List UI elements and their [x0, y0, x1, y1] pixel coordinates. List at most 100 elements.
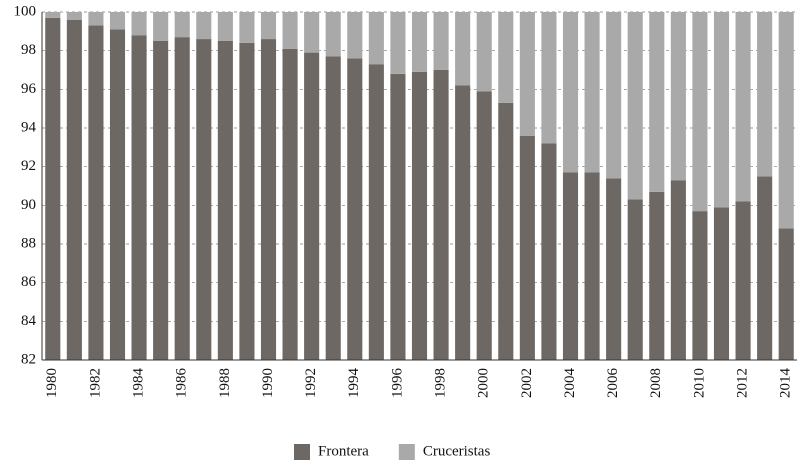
- bar-segment: [713, 207, 730, 360]
- bar-segment: [519, 135, 535, 360]
- bar-segment: [45, 17, 61, 361]
- bar-segment: [88, 12, 104, 26]
- bar-segment: [88, 25, 104, 361]
- y-tick-label: 90: [21, 197, 36, 213]
- bar-segment: [455, 12, 471, 86]
- y-tick-label: 84: [21, 313, 37, 329]
- bar-segment: [541, 143, 557, 360]
- bar-segment: [304, 52, 320, 360]
- bar-segment: [649, 191, 665, 360]
- bar-segment: [260, 12, 277, 40]
- bar-segment: [649, 12, 665, 192]
- legend-swatch: [294, 444, 310, 460]
- bar-segment: [606, 178, 622, 360]
- y-tick-label: 82: [21, 351, 36, 367]
- x-tick-label: 1990: [260, 368, 276, 398]
- bar-segment: [368, 12, 384, 65]
- bar-segment: [66, 19, 82, 360]
- bar-segment: [757, 176, 773, 360]
- x-tick-label: 2006: [605, 368, 621, 399]
- legend-swatch: [398, 444, 415, 460]
- bar-segment: [131, 35, 147, 360]
- bar-segment: [498, 12, 514, 103]
- bar-segment: [174, 37, 190, 361]
- x-tick-label: 2010: [691, 368, 707, 398]
- y-tick-label: 98: [21, 42, 36, 58]
- bar-segment: [476, 91, 492, 361]
- bar-segment: [109, 12, 126, 30]
- x-tick-label: 2012: [735, 368, 751, 398]
- bar-segment: [239, 42, 255, 360]
- bar-segment: [519, 12, 535, 136]
- bar-segment: [390, 73, 406, 360]
- x-tick-label: 1988: [217, 368, 233, 398]
- bar-segment: [217, 12, 233, 41]
- x-tick-label: 1996: [389, 368, 405, 399]
- x-tick-label: 1982: [87, 368, 103, 398]
- x-tick-label: 1992: [303, 368, 319, 398]
- x-tick-label: 2014: [778, 368, 794, 399]
- bar-segment: [217, 41, 233, 360]
- y-tick-label: 96: [21, 81, 37, 97]
- legend-label: Cruceristas: [423, 443, 491, 459]
- legend-label: Frontera: [318, 443, 369, 459]
- x-tick-label: 2008: [648, 368, 664, 398]
- bar-segment: [66, 12, 82, 20]
- bar-segment: [411, 12, 428, 72]
- bar-segment: [174, 12, 190, 38]
- bar-segment: [627, 199, 643, 360]
- bar-segment: [196, 12, 212, 40]
- bar-segment: [455, 85, 471, 360]
- bar-segment: [584, 12, 600, 173]
- bar-segment: [476, 12, 492, 92]
- bar-segment: [282, 48, 298, 360]
- bar-segment: [692, 211, 708, 360]
- x-tick-label: 1986: [174, 368, 190, 399]
- bar-segment: [260, 39, 277, 361]
- bar-segment: [304, 12, 320, 53]
- bar-segment: [325, 56, 341, 360]
- bar-segment: [153, 41, 169, 360]
- bar-segment: [433, 70, 449, 360]
- bar-segment: [368, 64, 384, 360]
- bar-segment: [735, 201, 751, 360]
- bar-segment: [562, 12, 579, 173]
- bar-segment: [562, 172, 579, 360]
- x-tick-label: 2004: [562, 368, 578, 399]
- bar-segment: [778, 12, 794, 229]
- x-tick-label: 2002: [519, 368, 535, 398]
- bar-segment: [670, 12, 686, 181]
- x-tick-label: 1994: [346, 368, 362, 399]
- bar-segment: [153, 12, 169, 41]
- y-tick-label: 92: [21, 158, 36, 174]
- bar-segment: [498, 102, 514, 360]
- bar-segment: [541, 12, 557, 144]
- bar-segment: [713, 12, 730, 208]
- bar-segment: [347, 58, 363, 361]
- bar-segment: [433, 12, 449, 70]
- y-tick-label: 100: [14, 3, 37, 19]
- bar-segment: [411, 71, 428, 360]
- bar-segment: [692, 12, 708, 212]
- bar-segment: [390, 12, 406, 74]
- y-tick-label: 86: [21, 274, 37, 290]
- bar-segment: [606, 12, 622, 179]
- bar-segment: [109, 29, 126, 361]
- x-tick-label: 1998: [433, 368, 449, 398]
- x-tick-label: 1984: [131, 368, 147, 399]
- bar-segment: [584, 172, 600, 360]
- bar-segment: [670, 180, 686, 360]
- bar-segment: [627, 12, 643, 200]
- bar-segment: [45, 12, 61, 18]
- bar-segment: [239, 12, 255, 43]
- x-tick-label: 2000: [476, 368, 492, 398]
- bar-segment: [757, 12, 773, 177]
- y-tick-label: 94: [21, 119, 37, 135]
- bar-segment: [196, 39, 212, 361]
- bar-segment: [282, 12, 298, 49]
- bar-segment: [131, 12, 147, 36]
- x-tick-label: 1980: [44, 368, 60, 398]
- bar-segment: [778, 228, 794, 360]
- y-tick-label: 88: [21, 235, 36, 251]
- bar-segment: [735, 12, 751, 202]
